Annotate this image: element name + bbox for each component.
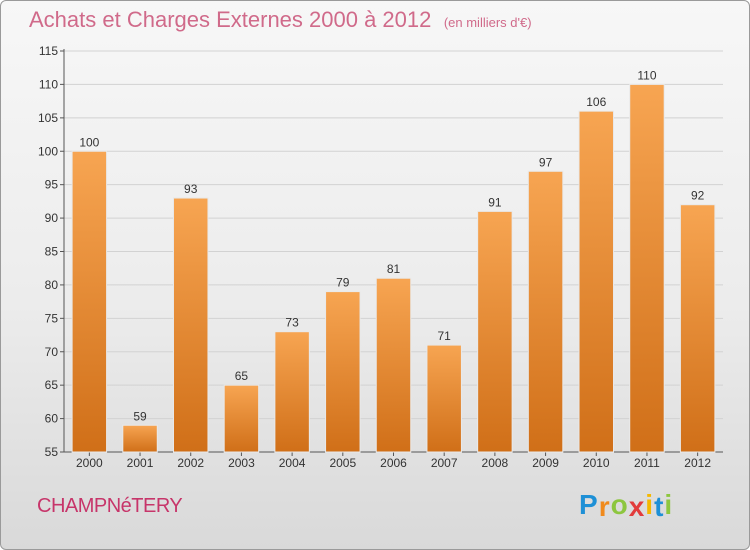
logo-letter: i	[664, 489, 674, 520]
bar-2008	[477, 210, 513, 453]
y-tick-label: 90	[45, 211, 59, 225]
data-label: 93	[184, 182, 198, 196]
data-label: 110	[637, 68, 656, 82]
y-tick-label: 110	[39, 77, 58, 91]
y-tick-label: 100	[38, 144, 58, 158]
x-tick-label: 2001	[127, 456, 154, 470]
x-tick-label: 2000	[76, 456, 103, 470]
chart-unit: (en milliers d'€)	[443, 15, 532, 30]
x-tick-label: 2005	[329, 456, 356, 470]
bar-2003	[223, 384, 260, 453]
data-label: 65	[235, 369, 249, 383]
y-tick-label: 75	[45, 311, 59, 325]
y-tick-label: 65	[45, 378, 59, 392]
x-tick-label: 2011	[634, 456, 660, 470]
proxiti-logo: Proxiti	[579, 489, 674, 522]
logo-letter: i	[645, 489, 655, 520]
y-tick-label: 55	[45, 445, 59, 459]
bar-2006	[375, 277, 412, 453]
bar-2002	[172, 197, 209, 453]
logo-letter: x	[628, 491, 646, 522]
commune-name: CHAMPNéTERY	[37, 495, 183, 517]
bar-2010	[578, 110, 615, 453]
x-tick-label: 2006	[380, 456, 407, 470]
data-label: 81	[387, 262, 401, 276]
data-label: 59	[133, 409, 147, 423]
chart-header: Achats et Charges Externes 2000 à 2012 (…	[29, 7, 532, 33]
data-label: 79	[336, 276, 350, 290]
x-tick-label: 2002	[177, 456, 204, 470]
data-label: 91	[488, 195, 502, 209]
data-label: 97	[539, 155, 553, 169]
logo-letter: r	[598, 491, 611, 522]
y-tick-label: 70	[45, 345, 59, 359]
bar-2001	[122, 424, 158, 453]
x-tick-label: 2003	[228, 456, 255, 470]
data-label: 71	[438, 329, 452, 343]
data-label: 73	[285, 316, 299, 330]
bar-2011	[629, 83, 665, 453]
logo-letter: t	[654, 491, 665, 522]
logo-letter: o	[610, 489, 629, 520]
logo-letter: P	[579, 489, 599, 520]
bar-2004	[274, 331, 310, 453]
labels: 55 60 65 70 75 80 85 90 95 100 105 110 115 2000 100 200…	[38, 44, 711, 470]
x-tick-label: 2007	[431, 456, 458, 470]
bar-2000	[71, 150, 108, 453]
data-label: 92	[691, 189, 705, 203]
y-tick-label: 115	[39, 44, 58, 58]
y-tick-label: 105	[38, 111, 58, 125]
data-label: 100	[79, 135, 99, 149]
y-tick-label: 80	[45, 278, 59, 292]
x-tick-label: 2009	[532, 456, 559, 470]
bars	[71, 83, 716, 453]
y-tick-label: 95	[45, 178, 59, 192]
x-tick-label: 2008	[482, 456, 509, 470]
chart-title: Achats et Charges Externes 2000 à 2012	[29, 7, 432, 32]
x-tick-label: 2012	[684, 456, 711, 470]
y-tick-label: 60	[45, 412, 59, 426]
bar-2009	[527, 170, 564, 453]
bar-2007	[426, 344, 462, 453]
x-tick-label: 2010	[583, 456, 610, 470]
bar-2012	[679, 204, 716, 453]
bar-2005	[325, 291, 361, 453]
data-label: 106	[586, 95, 606, 109]
y-tick-label: 85	[45, 245, 59, 259]
x-tick-label: 2004	[279, 456, 306, 470]
